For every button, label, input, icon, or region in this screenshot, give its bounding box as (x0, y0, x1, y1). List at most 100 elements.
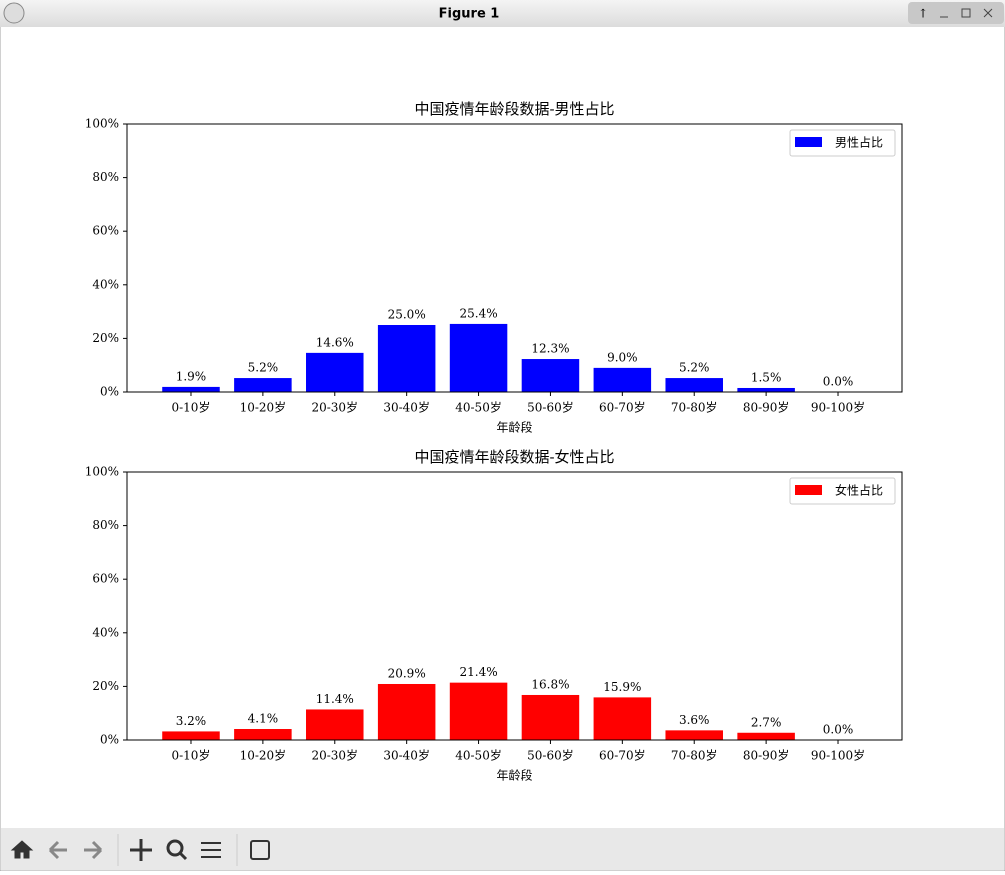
x-tick-label: 20-30岁 (311, 748, 358, 763)
legend-label: 女性占比 (835, 483, 883, 498)
value-label: 1.5% (751, 370, 782, 384)
bar (521, 359, 580, 392)
y-tick-label: 100% (85, 465, 119, 479)
value-label: 4.1% (248, 712, 279, 726)
value-label: 0.0% (823, 723, 854, 737)
x-tick-label: 20-30岁 (311, 400, 358, 415)
value-label: 0.0% (823, 375, 854, 389)
plot-frame (126, 471, 903, 741)
y-tick-label: 0% (100, 733, 119, 747)
x-tick-label: 10-20岁 (240, 748, 287, 763)
legend-box (789, 477, 896, 505)
legend-swatch (795, 137, 822, 147)
y-tick-label: 0% (100, 385, 119, 399)
x-tick-label: 60-70岁 (599, 400, 646, 415)
configure-button[interactable] (201, 842, 221, 858)
maximize-button[interactable] (961, 8, 971, 18)
x-tick-label: 0-10岁 (171, 400, 210, 415)
bar (593, 697, 652, 740)
value-label: 5.2% (248, 361, 279, 375)
close-button[interactable] (983, 8, 993, 18)
bar (377, 325, 436, 392)
y-tick-label: 60% (92, 224, 119, 238)
x-tick-label: 90-100岁 (811, 400, 865, 415)
x-tick-label: 90-100岁 (811, 748, 865, 763)
x-tick-label: 30-40岁 (383, 400, 430, 415)
value-label: 21.4% (459, 665, 497, 679)
forward-button[interactable] (84, 840, 103, 860)
x-tick-label: 10-20岁 (240, 400, 287, 415)
bar (665, 378, 723, 392)
value-label: 3.2% (176, 714, 207, 728)
bar (162, 386, 220, 392)
y-tick-label: 80% (92, 518, 119, 532)
value-label: 11.4% (316, 692, 354, 706)
x-tick-label: 60-70岁 (599, 748, 646, 763)
value-label: 25.4% (459, 306, 497, 320)
x-tick-label: 80-90岁 (743, 400, 790, 415)
window-title: Figure 1 (439, 7, 500, 22)
title-bar (0, 0, 1005, 27)
bar (449, 323, 508, 392)
bar (737, 387, 795, 392)
chart-title: 中国疫情年龄段数据-男性占比 (414, 100, 614, 118)
bar (377, 683, 436, 740)
y-tick-label: 20% (92, 331, 119, 345)
save-button[interactable] (250, 840, 270, 860)
value-label: 3.6% (679, 713, 710, 727)
home-button[interactable] (10, 840, 34, 859)
x-tick-label: 40-50岁 (455, 748, 502, 763)
y-tick-label: 100% (85, 117, 119, 131)
x-tick-label: 40-50岁 (455, 400, 502, 415)
back-button[interactable] (48, 840, 67, 860)
value-label: 14.6% (316, 335, 354, 349)
value-label: 2.7% (751, 715, 782, 729)
bar (234, 729, 292, 740)
bar (593, 367, 652, 392)
legend-box (789, 129, 896, 157)
bar (306, 709, 364, 740)
y-tick-label: 60% (92, 572, 119, 586)
y-tick-label: 20% (92, 679, 119, 693)
plot-frame (126, 123, 903, 393)
zoom-handle (178, 851, 188, 861)
value-label: 25.0% (388, 308, 426, 322)
x-axis-label: 年龄段 (496, 768, 532, 783)
x-tick-label: 80-90岁 (743, 748, 790, 763)
y-tick-label: 40% (92, 277, 119, 291)
y-tick-label: 40% (92, 625, 119, 639)
bar (234, 378, 292, 392)
x-tick-label: 50-60岁 (527, 748, 574, 763)
zoom-button[interactable] (166, 839, 184, 857)
bar (306, 352, 364, 392)
value-label: 12.3% (531, 342, 569, 356)
value-label: 20.9% (388, 666, 426, 680)
bar (665, 730, 723, 740)
x-tick-label: 70-80岁 (671, 400, 718, 415)
x-tick-label: 50-60岁 (527, 400, 574, 415)
value-label: 16.8% (531, 677, 569, 691)
up-button[interactable]: ↑ (918, 7, 928, 21)
value-label: 5.2% (679, 361, 710, 375)
value-label: 15.9% (603, 680, 641, 694)
bar (449, 682, 508, 740)
y-tick-label: 80% (92, 170, 119, 184)
x-axis-label: 年龄段 (496, 420, 532, 435)
x-tick-label: 0-10岁 (171, 748, 210, 763)
legend-label: 男性占比 (835, 135, 883, 150)
app-icon (3, 2, 25, 24)
pan-button[interactable] (130, 839, 152, 861)
x-tick-label: 70-80岁 (671, 748, 718, 763)
x-tick-label: 30-40岁 (383, 748, 430, 763)
bar (162, 731, 220, 740)
bar (737, 732, 795, 740)
bar (521, 694, 580, 740)
value-label: 9.0% (607, 350, 638, 364)
legend-swatch (795, 485, 822, 495)
window-buttons (908, 2, 1004, 24)
chart-title: 中国疫情年龄段数据-女性占比 (414, 448, 614, 466)
toolbar-icons (10, 834, 270, 866)
value-label: 1.9% (176, 369, 207, 383)
